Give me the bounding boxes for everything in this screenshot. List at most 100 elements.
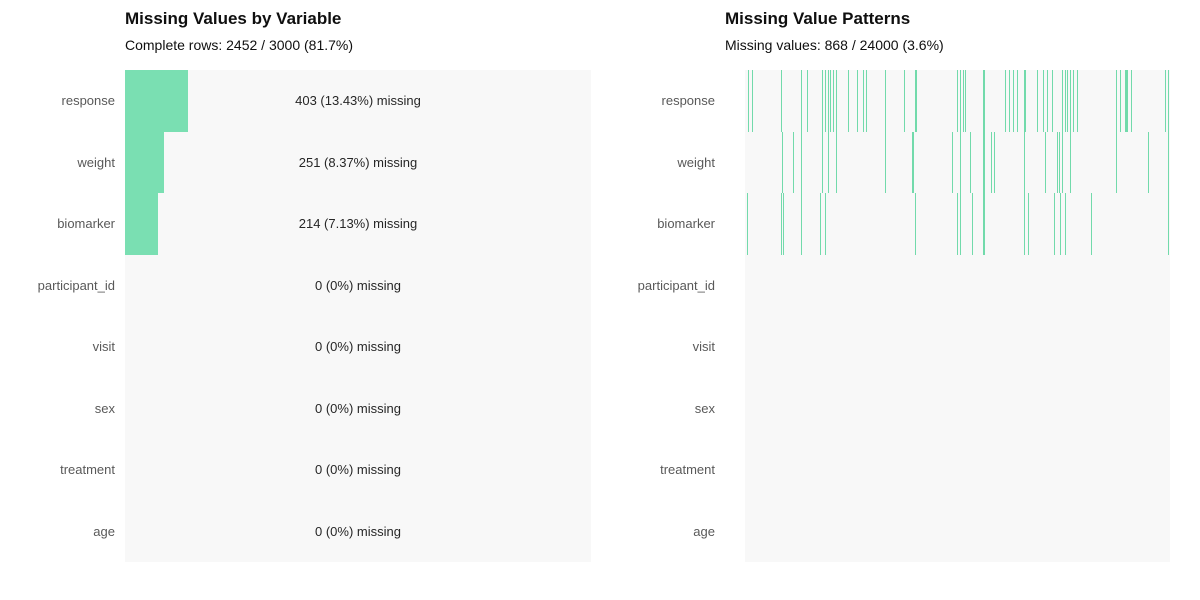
missing-streak-response [1061,70,1063,132]
missing-streak-biomarker [747,193,749,255]
missing-streak-response [835,70,837,132]
pattern-axis-label-treatment: treatment [660,462,715,478]
missing-streak-response [915,70,917,132]
missing-streak-response [1124,70,1128,132]
missing-streak-weight [884,131,886,193]
missing-streak-response [1077,70,1079,132]
missing-streak-biomarker [1028,193,1030,255]
missing-streak-response [1167,70,1169,132]
missing-streak-biomarker [782,193,784,255]
missing-streak-weight [991,131,993,193]
missing-streak-biomarker [1059,193,1061,255]
missing-streak-response [857,70,859,132]
left-chart-title: Missing Values by Variable [125,9,342,28]
bar-axis-label-participant_id: participant_id [37,277,115,293]
pattern-row-treatment [745,439,1170,501]
missing-streak-response [1013,70,1015,132]
missing-streak-weight [801,131,803,193]
missing-count-label-participant_id: 0 (0%) missing [315,277,401,293]
missing-streak-weight [835,131,837,193]
pattern-chart-panel [745,70,1170,562]
missing-streak-biomarker [1053,193,1055,255]
missing-streak-response [884,70,886,132]
missing-streak-response [903,70,905,132]
missing-streak-response [960,70,962,132]
missing-streak-response [801,70,803,132]
bar-axis-label-response: response [61,93,115,109]
missing-streak-response [848,70,850,132]
pattern-row-sex [745,378,1170,440]
right-chart-subtitle: Missing values: 868 / 24000 (3.6%) [725,37,944,53]
missing-streak-response [830,70,831,132]
missing-streak-biomarker [915,193,916,255]
missing-streak-weight [1056,131,1058,193]
missing-streak-response [1119,70,1121,132]
missing-streak-biomarker [1023,193,1025,255]
missing-streak-weight [1059,131,1061,193]
missing-streak-weight [1045,131,1047,193]
missing-streak-biomarker [971,193,973,255]
bar-row-biomarker: 214 (7.13%) missing [125,193,591,255]
missing-streak-response [865,70,867,132]
pattern-axis-label-response: response [661,93,715,109]
missing-streak-response [1164,70,1166,132]
missing-count-label-visit: 0 (0%) missing [315,339,401,355]
missing-streak-response [827,70,829,132]
bar-row-sex: 0 (0%) missing [125,378,591,440]
missing-streak-weight [960,131,962,193]
missing-streak-weight [793,131,795,193]
missing-streak-weight [1116,131,1118,193]
pattern-row-age [745,501,1170,563]
missing-streak-weight [1167,131,1169,193]
missing-bar-weight [125,131,164,193]
pattern-axis-label-participant_id: participant_id [637,277,715,293]
bar-row-response: 403 (13.43%) missing [125,70,591,132]
bar-row-weight: 251 (8.37%) missing [125,131,591,193]
pattern-axis-label-visit: visit [692,339,715,355]
bar-row-visit: 0 (0%) missing [125,316,591,378]
missing-streak-response [1017,70,1018,132]
missing-streak-response [956,70,958,132]
bar-axis-label-visit: visit [92,339,115,355]
missing-streak-weight [983,131,985,193]
missing-streak-weight [951,131,953,193]
missing-streak-response [962,70,964,132]
missing-streak-weight [827,131,829,193]
missing-streak-response [1037,70,1039,132]
missing-streak-biomarker [781,193,783,255]
missing-streak-weight [1061,131,1063,193]
missing-streak-response [983,70,985,132]
missing-streak-response [1005,70,1007,132]
missing-bar-response [125,70,188,132]
pattern-row-response [745,70,1170,132]
missing-streak-response [780,70,782,132]
missing-streak-weight [822,131,824,193]
pattern-row-participant_id [745,255,1170,317]
bar-axis-label-sex: sex [94,400,115,416]
missing-streak-response [862,70,864,132]
missing-streak-response [747,70,749,132]
missing-streak-weight [781,131,783,193]
missing-streak-biomarker [824,193,826,255]
pattern-row-visit [745,316,1170,378]
bar-chart-axis-labels: response weight biomarker participant_id vis… [0,70,115,562]
missing-streak-weight [1148,131,1150,193]
missing-count-label-biomarker: 214 (7.13%) missing [298,216,418,232]
missing-streak-biomarker [1167,193,1169,255]
missing-streak-response [965,70,967,132]
missing-streak-response [1023,70,1026,132]
pattern-row-weight [745,131,1170,193]
missing-streak-weight [1023,131,1025,193]
bar-axis-label-treatment: treatment [60,462,115,478]
bar-axis-label-weight: weight [77,154,115,170]
bar-axis-label-age: age [93,523,115,539]
missing-streak-weight [969,131,971,193]
right-chart-title: Missing Value Patterns [725,9,911,28]
missing-streak-response [1051,70,1053,132]
missing-streak-response [822,70,824,132]
missing-streak-biomarker [983,193,986,255]
missing-streak-response [1067,70,1069,132]
missing-streak-response [1070,70,1072,132]
pattern-axis-label-sex: sex [694,400,715,416]
missing-streak-response [806,70,808,132]
